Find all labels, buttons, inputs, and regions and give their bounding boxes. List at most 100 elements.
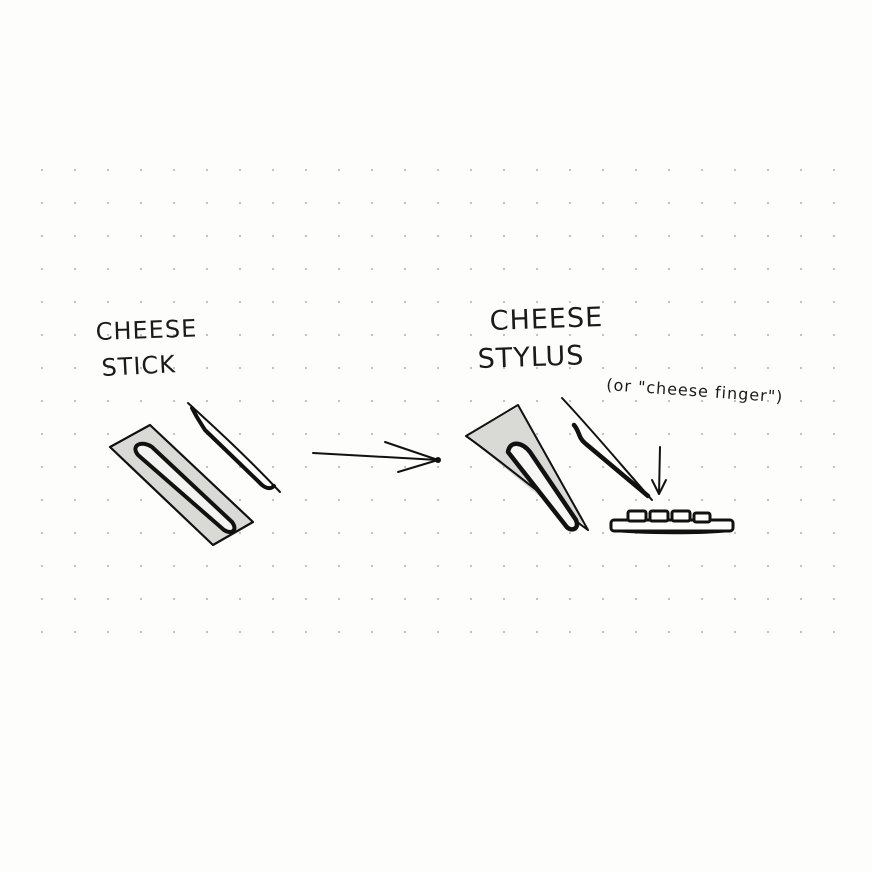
transform-arrow-icon bbox=[312, 441, 441, 473]
grid-dot bbox=[238, 234, 242, 238]
grid-dot bbox=[139, 630, 143, 634]
grid-dot bbox=[733, 531, 737, 535]
grid-dot bbox=[469, 597, 473, 601]
grid-dot bbox=[634, 168, 638, 172]
grid-dot bbox=[832, 531, 836, 535]
grid-dot bbox=[733, 168, 737, 172]
grid-dot bbox=[535, 399, 539, 403]
grid-dot bbox=[403, 168, 407, 172]
grid-dot bbox=[469, 630, 473, 634]
grid-dot bbox=[271, 432, 275, 436]
grid-dot bbox=[667, 201, 671, 205]
grid-dot bbox=[106, 630, 110, 634]
grid-dot bbox=[73, 432, 77, 436]
stylus-peeled-edge bbox=[561, 397, 653, 501]
grid-dot bbox=[502, 366, 506, 370]
grid-dot bbox=[436, 300, 440, 304]
grid-dot bbox=[733, 201, 737, 205]
grid-dot bbox=[601, 597, 605, 601]
grid-dot bbox=[601, 432, 605, 436]
grid-dot bbox=[700, 300, 704, 304]
grid-dot bbox=[106, 465, 110, 469]
grid-dot bbox=[634, 465, 638, 469]
grid-dot bbox=[73, 366, 77, 370]
grid-dot bbox=[370, 432, 374, 436]
grid-dot bbox=[436, 201, 440, 205]
grid-dot bbox=[40, 201, 44, 205]
grid-dot bbox=[634, 564, 638, 568]
grid-dot bbox=[634, 630, 638, 634]
grid-dot bbox=[799, 267, 803, 271]
grid-dot bbox=[139, 564, 143, 568]
grid-dot bbox=[172, 201, 176, 205]
grid-dot bbox=[403, 432, 407, 436]
grid-dot bbox=[106, 432, 110, 436]
grid-dot bbox=[832, 564, 836, 568]
grid-dot bbox=[403, 564, 407, 568]
grid-dot bbox=[403, 630, 407, 634]
dot-grid bbox=[40, 168, 836, 634]
grid-dot bbox=[634, 201, 638, 205]
keyboard-icon bbox=[609, 446, 735, 535]
grid-dot bbox=[73, 630, 77, 634]
grid-dot bbox=[238, 597, 242, 601]
grid-dot bbox=[766, 399, 770, 403]
stick-wrapper-outline bbox=[108, 423, 255, 547]
grid-dot bbox=[667, 630, 671, 634]
grid-dot bbox=[700, 630, 704, 634]
grid-dot bbox=[766, 564, 770, 568]
stylus-strand-inside bbox=[505, 441, 580, 532]
grid-dot bbox=[304, 498, 308, 502]
grid-dot bbox=[40, 597, 44, 601]
grid-dot bbox=[601, 333, 605, 337]
cheese-stick-icon bbox=[108, 402, 281, 547]
grid-dot bbox=[634, 432, 638, 436]
grid-dot bbox=[403, 498, 407, 502]
grid-dot bbox=[337, 564, 341, 568]
grid-dot bbox=[271, 630, 275, 634]
grid-dot bbox=[40, 564, 44, 568]
grid-dot bbox=[766, 201, 770, 205]
grid-dot bbox=[502, 399, 506, 403]
grid-dot bbox=[403, 597, 407, 601]
grid-dot bbox=[634, 399, 638, 403]
grid-dot bbox=[535, 168, 539, 172]
grid-dot bbox=[403, 267, 407, 271]
grid-dot bbox=[799, 432, 803, 436]
grid-dot bbox=[139, 300, 143, 304]
grid-dot bbox=[799, 630, 803, 634]
grid-dot bbox=[535, 366, 539, 370]
grid-dot bbox=[436, 399, 440, 403]
grid-dot bbox=[568, 366, 572, 370]
grid-dot bbox=[304, 597, 308, 601]
grid-dot bbox=[172, 399, 176, 403]
grid-dot bbox=[799, 465, 803, 469]
grid-dot bbox=[667, 564, 671, 568]
grid-dot bbox=[337, 201, 341, 205]
grid-dot bbox=[172, 432, 176, 436]
grid-dot bbox=[238, 267, 242, 271]
grid-dot bbox=[502, 531, 506, 535]
grid-dot bbox=[469, 564, 473, 568]
grid-dot bbox=[106, 234, 110, 238]
grid-dot bbox=[139, 597, 143, 601]
cheese-stylus-icon bbox=[465, 397, 653, 532]
grid-dot bbox=[238, 630, 242, 634]
grid-dot bbox=[139, 498, 143, 502]
grid-dot bbox=[172, 234, 176, 238]
grid-dot bbox=[766, 597, 770, 601]
grid-dot bbox=[469, 168, 473, 172]
grid-dot bbox=[139, 201, 143, 205]
keyboard-key-1 bbox=[626, 509, 648, 523]
grid-dot bbox=[106, 531, 110, 535]
stylus-peeled-strand bbox=[571, 422, 651, 499]
grid-dot bbox=[436, 168, 440, 172]
grid-dot bbox=[436, 465, 440, 469]
grid-dot bbox=[733, 630, 737, 634]
cheese-finger-aside: (or "cheese finger") bbox=[606, 375, 784, 406]
grid-dot bbox=[205, 366, 209, 370]
grid-dot bbox=[337, 465, 341, 469]
grid-dot bbox=[40, 630, 44, 634]
grid-dot bbox=[205, 399, 209, 403]
